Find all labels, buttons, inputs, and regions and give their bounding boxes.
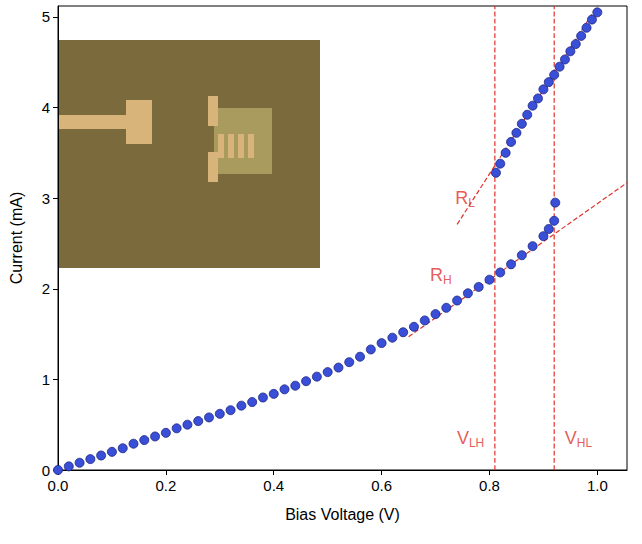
svg-text:0: 0 <box>42 462 50 479</box>
svg-text:HL: HL <box>577 436 593 450</box>
svg-text:0.8: 0.8 <box>479 477 500 494</box>
svg-text:3: 3 <box>42 190 50 207</box>
svg-text:V: V <box>565 428 577 448</box>
svg-text:R: R <box>430 265 443 285</box>
svg-text:4: 4 <box>42 99 50 116</box>
svg-text:L: L <box>468 196 475 210</box>
svg-text:H: H <box>443 273 452 287</box>
svg-text:5: 5 <box>42 8 50 25</box>
svg-text:V: V <box>457 428 469 448</box>
svg-text:Current (mA): Current (mA) <box>8 192 25 284</box>
svg-text:0.4: 0.4 <box>263 477 284 494</box>
svg-text:2: 2 <box>42 280 50 297</box>
svg-text:1.0: 1.0 <box>587 477 608 494</box>
svg-text:0.2: 0.2 <box>155 477 176 494</box>
svg-text:LH: LH <box>469 436 484 450</box>
svg-text:R: R <box>455 188 468 208</box>
svg-text:0.0: 0.0 <box>48 477 69 494</box>
svg-text:Bias Voltage (V): Bias Voltage (V) <box>285 506 400 523</box>
svg-text:0.6: 0.6 <box>371 477 392 494</box>
svg-text:1: 1 <box>42 371 50 388</box>
